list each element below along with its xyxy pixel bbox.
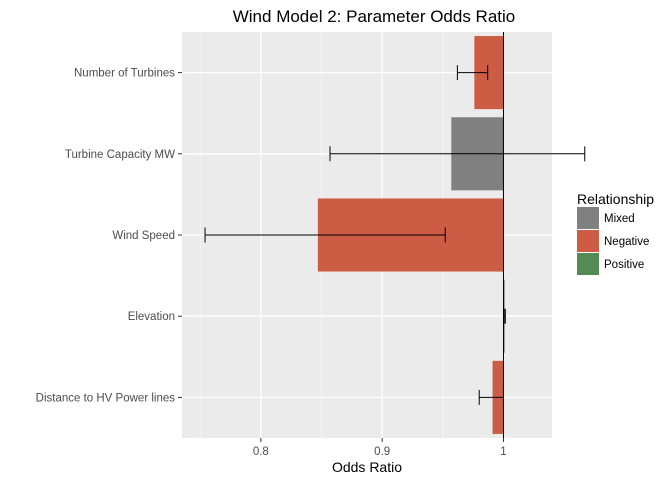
y-tick-label-4: Distance to HV Power lines xyxy=(36,392,176,404)
legend-key-1 xyxy=(577,230,599,252)
error-bar-4 xyxy=(478,389,504,405)
x-tick-label-1: 0.9 xyxy=(374,446,390,458)
error-bar-0 xyxy=(456,65,489,81)
y-tick-label-3: Elevation xyxy=(128,311,175,323)
x-tick-label-0: 0.8 xyxy=(253,446,269,458)
chart-title: Wind Model 2: Parameter Odds Ratio xyxy=(233,7,516,26)
x-tick-labels: 0.8 0.9 1 xyxy=(253,438,507,458)
error-bar-1 xyxy=(329,146,586,162)
y-tick-label-1: Turbine Capacity MW xyxy=(65,149,175,161)
x-axis-label: Odds Ratio xyxy=(332,459,402,475)
legend: Relationship Mixed Negative Positive xyxy=(577,191,654,275)
y-tick-labels: Number of Turbines Turbine Capacity MW Win… xyxy=(36,68,182,404)
legend-key-2 xyxy=(577,253,599,275)
error-bars xyxy=(204,65,586,405)
legend-label-0: Mixed xyxy=(604,213,635,225)
legend-label-1: Negative xyxy=(604,236,649,248)
y-tick-label-2: Wind Speed xyxy=(112,230,175,242)
error-bar-3 xyxy=(503,308,506,324)
legend-key-0 xyxy=(577,207,599,229)
legend-title: Relationship xyxy=(577,191,654,207)
y-tick-label-0: Number of Turbines xyxy=(74,68,175,80)
legend-label-2: Positive xyxy=(604,259,644,271)
x-tick-label-2: 1 xyxy=(500,446,506,458)
error-bar-2 xyxy=(204,227,446,243)
